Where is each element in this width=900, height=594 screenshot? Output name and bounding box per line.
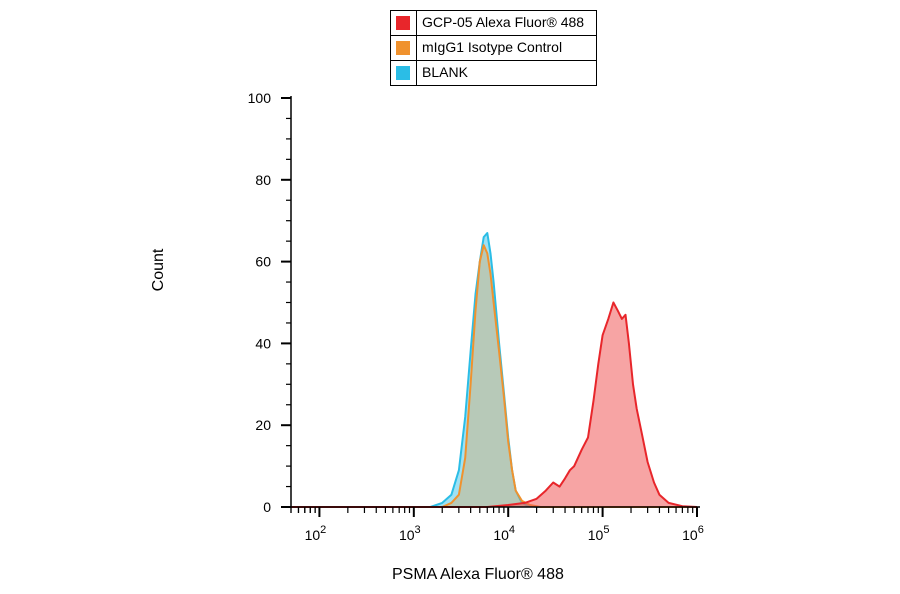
x-tick-label: 102: [305, 524, 327, 543]
plot-areas: [291, 232, 698, 508]
legend-item-blank: BLANK: [391, 61, 596, 85]
series-area-blank: [291, 233, 697, 507]
y-tick-label: 20: [255, 417, 271, 433]
legend-item-isotype: mIgG1 Isotype Control: [391, 36, 596, 61]
y-tick-label: 40: [255, 335, 271, 351]
y-tick-label: 100: [248, 90, 272, 106]
legend: GCP-05 Alexa Fluor® 488 mIgG1 Isotype Co…: [390, 10, 597, 86]
y-tick-label: 60: [255, 254, 271, 270]
series-area-migg1-isotype-control: [291, 245, 697, 507]
x-tick-label: 104: [493, 524, 515, 543]
legend-label-isotype: mIgG1 Isotype Control: [422, 39, 563, 55]
legend-label-gcp05: GCP-05 Alexa Fluor® 488: [422, 14, 585, 30]
y-axis-label: Count: [150, 248, 167, 292]
x-tick-label: 103: [399, 524, 421, 543]
legend-swatch-gcp05: [396, 16, 410, 30]
series-line-migg1-isotype-control: [291, 244, 697, 508]
x-tick-label: 105: [588, 524, 610, 543]
legend-swatch-isotype: [396, 41, 410, 55]
x-tick-label: 106: [682, 524, 704, 543]
series-area-gcp-05-alexa-fluor-488: [291, 302, 697, 507]
legend-swatch-blank: [396, 66, 410, 80]
legend-label-blank: BLANK: [422, 64, 468, 80]
y-axis: 0 20 40 60 80 100: [248, 90, 292, 515]
y-tick-label: 0: [263, 499, 271, 515]
x-axis: 102 103 104 105 106: [290, 506, 704, 543]
y-tick-label: 80: [255, 172, 271, 188]
series-line-gcp-05-alexa-fluor-488: [291, 301, 698, 508]
legend-divider: [416, 11, 417, 85]
x-axis-label: PSMA Alexa Fluor® 488: [392, 566, 564, 583]
legend-item-gcp05: GCP-05 Alexa Fluor® 488: [391, 11, 596, 36]
